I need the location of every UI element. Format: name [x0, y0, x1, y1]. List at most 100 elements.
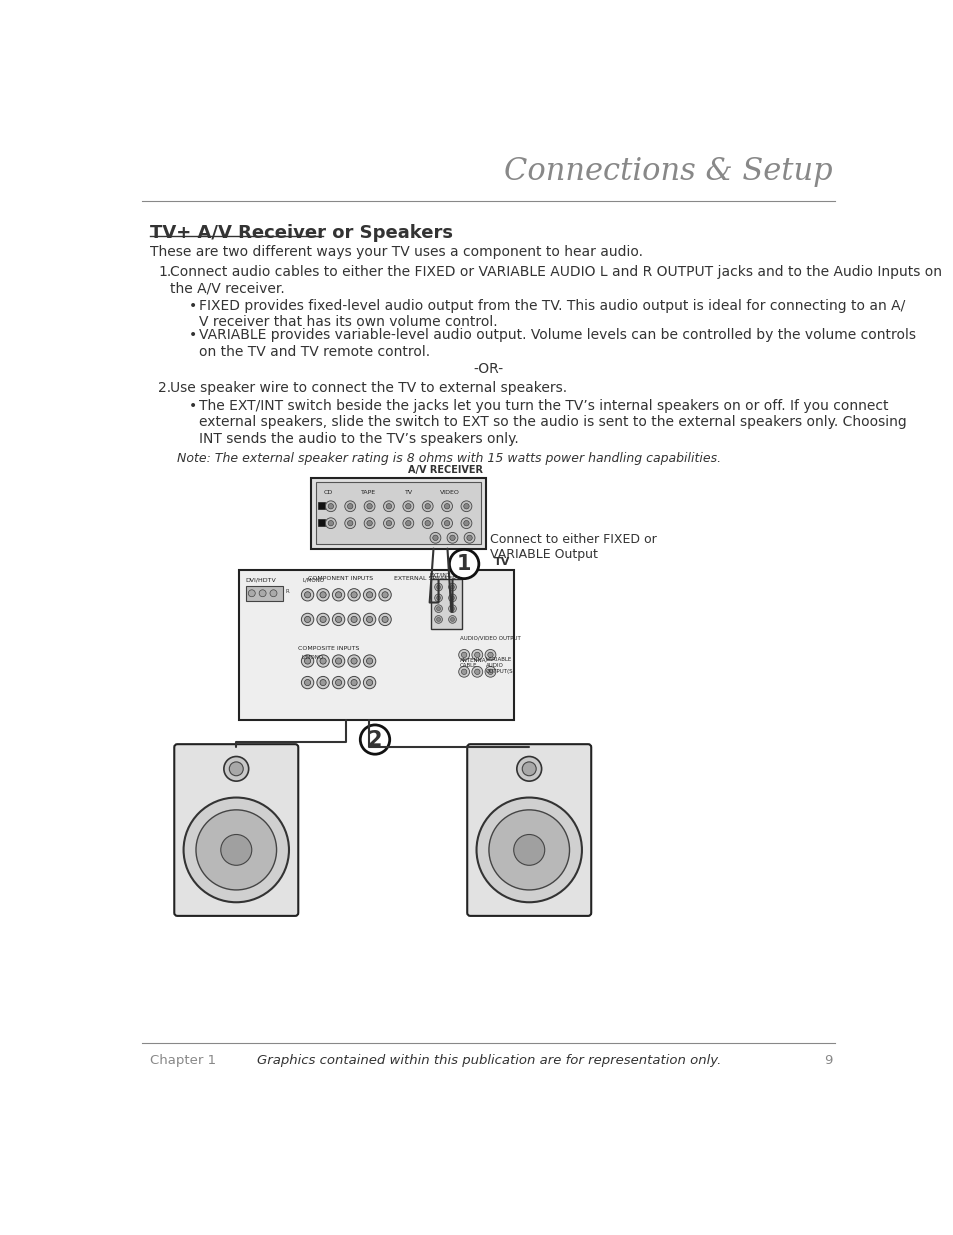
Circle shape — [381, 616, 388, 622]
Text: TV: TV — [405, 490, 413, 495]
FancyBboxPatch shape — [467, 745, 591, 916]
Circle shape — [487, 669, 493, 674]
Text: Connect audio cables to either the FIXED or VARIABLE AUDIO L and R OUTPUT jacks : Connect audio cables to either the FIXED… — [171, 266, 942, 295]
Bar — [245, 585, 282, 601]
Text: ANTENNA/
CABLE: ANTENNA/ CABLE — [459, 657, 488, 668]
Circle shape — [488, 810, 569, 890]
Text: L/MONO: L/MONO — [303, 578, 325, 583]
Text: L/MONO: L/MONO — [301, 655, 323, 659]
Text: COMPOSITE INPUTS: COMPOSITE INPUTS — [297, 646, 359, 651]
Circle shape — [383, 517, 394, 529]
Circle shape — [386, 504, 392, 509]
Circle shape — [319, 616, 326, 622]
Bar — [317, 503, 324, 509]
Text: CD: CD — [323, 490, 333, 495]
Circle shape — [460, 517, 472, 529]
Circle shape — [332, 677, 344, 689]
Circle shape — [386, 520, 392, 526]
Circle shape — [487, 652, 493, 657]
Circle shape — [360, 725, 390, 755]
Text: TAPE: TAPE — [361, 490, 376, 495]
Circle shape — [402, 517, 414, 529]
Circle shape — [351, 658, 356, 664]
Circle shape — [348, 655, 360, 667]
Circle shape — [335, 616, 341, 622]
Circle shape — [450, 585, 454, 589]
Circle shape — [364, 517, 375, 529]
Circle shape — [447, 532, 457, 543]
Text: 1.: 1. — [158, 266, 172, 279]
Circle shape — [351, 679, 356, 685]
Circle shape — [484, 667, 496, 677]
Circle shape — [449, 550, 478, 579]
Circle shape — [422, 501, 433, 511]
Circle shape — [364, 501, 375, 511]
Circle shape — [367, 504, 372, 509]
Circle shape — [436, 606, 440, 610]
Circle shape — [363, 614, 375, 626]
Circle shape — [435, 594, 442, 601]
Circle shape — [383, 501, 394, 511]
Text: •: • — [189, 399, 197, 414]
Text: VIDEO: VIDEO — [439, 490, 458, 495]
Circle shape — [474, 669, 479, 674]
Circle shape — [435, 605, 442, 613]
Circle shape — [328, 520, 334, 526]
Text: -OR-: -OR- — [474, 362, 503, 377]
Circle shape — [351, 592, 356, 598]
Text: DVI/HDTV: DVI/HDTV — [245, 578, 276, 583]
Circle shape — [304, 658, 311, 664]
Circle shape — [460, 501, 472, 511]
Circle shape — [347, 520, 353, 526]
Text: The EXT/INT switch beside the jacks let you turn the TV’s internal speakers on o: The EXT/INT switch beside the jacks let … — [199, 399, 906, 446]
Circle shape — [436, 597, 440, 600]
Circle shape — [448, 615, 456, 624]
Circle shape — [301, 614, 314, 626]
Circle shape — [301, 655, 314, 667]
Text: Graphics contained within this publication are for representation only.: Graphics contained within this publicati… — [256, 1053, 720, 1067]
Circle shape — [436, 618, 440, 621]
Text: FIXED provides fixed-level audio output from the TV. This audio output is ideal : FIXED provides fixed-level audio output … — [199, 299, 904, 330]
Circle shape — [270, 590, 276, 597]
Circle shape — [476, 798, 581, 903]
Circle shape — [435, 615, 442, 624]
Circle shape — [319, 658, 326, 664]
FancyBboxPatch shape — [174, 745, 298, 916]
Circle shape — [366, 592, 373, 598]
Circle shape — [363, 677, 375, 689]
Text: •: • — [189, 329, 197, 342]
Circle shape — [448, 583, 456, 592]
Circle shape — [463, 520, 469, 526]
Circle shape — [332, 655, 344, 667]
Text: COMPONENT INPUTS: COMPONENT INPUTS — [307, 577, 373, 582]
Circle shape — [301, 589, 314, 601]
Circle shape — [402, 501, 414, 511]
Text: These are two different ways your TV uses a component to hear audio.: These are two different ways your TV use… — [150, 246, 642, 259]
Circle shape — [344, 501, 355, 511]
Circle shape — [229, 762, 243, 776]
Circle shape — [347, 504, 353, 509]
Circle shape — [316, 655, 329, 667]
Circle shape — [220, 835, 252, 866]
Circle shape — [430, 532, 440, 543]
Circle shape — [304, 679, 311, 685]
Circle shape — [433, 535, 437, 541]
Circle shape — [332, 614, 344, 626]
Circle shape — [319, 679, 326, 685]
Circle shape — [405, 504, 411, 509]
Text: Note: The external speaker rating is 8 ohms with 15 watts power handling capabil: Note: The external speaker rating is 8 o… — [177, 452, 720, 464]
Circle shape — [405, 520, 411, 526]
Circle shape — [436, 585, 440, 589]
Text: Use speaker wire to connect the TV to external speakers.: Use speaker wire to connect the TV to ex… — [171, 380, 567, 395]
Circle shape — [304, 592, 311, 598]
Circle shape — [363, 589, 375, 601]
Circle shape — [344, 517, 355, 529]
Circle shape — [450, 606, 454, 610]
Circle shape — [472, 650, 482, 661]
Text: A/V RECEIVER: A/V RECEIVER — [407, 464, 482, 474]
Circle shape — [363, 655, 375, 667]
Circle shape — [448, 605, 456, 613]
Circle shape — [424, 504, 430, 509]
Circle shape — [335, 658, 341, 664]
Circle shape — [466, 535, 472, 541]
